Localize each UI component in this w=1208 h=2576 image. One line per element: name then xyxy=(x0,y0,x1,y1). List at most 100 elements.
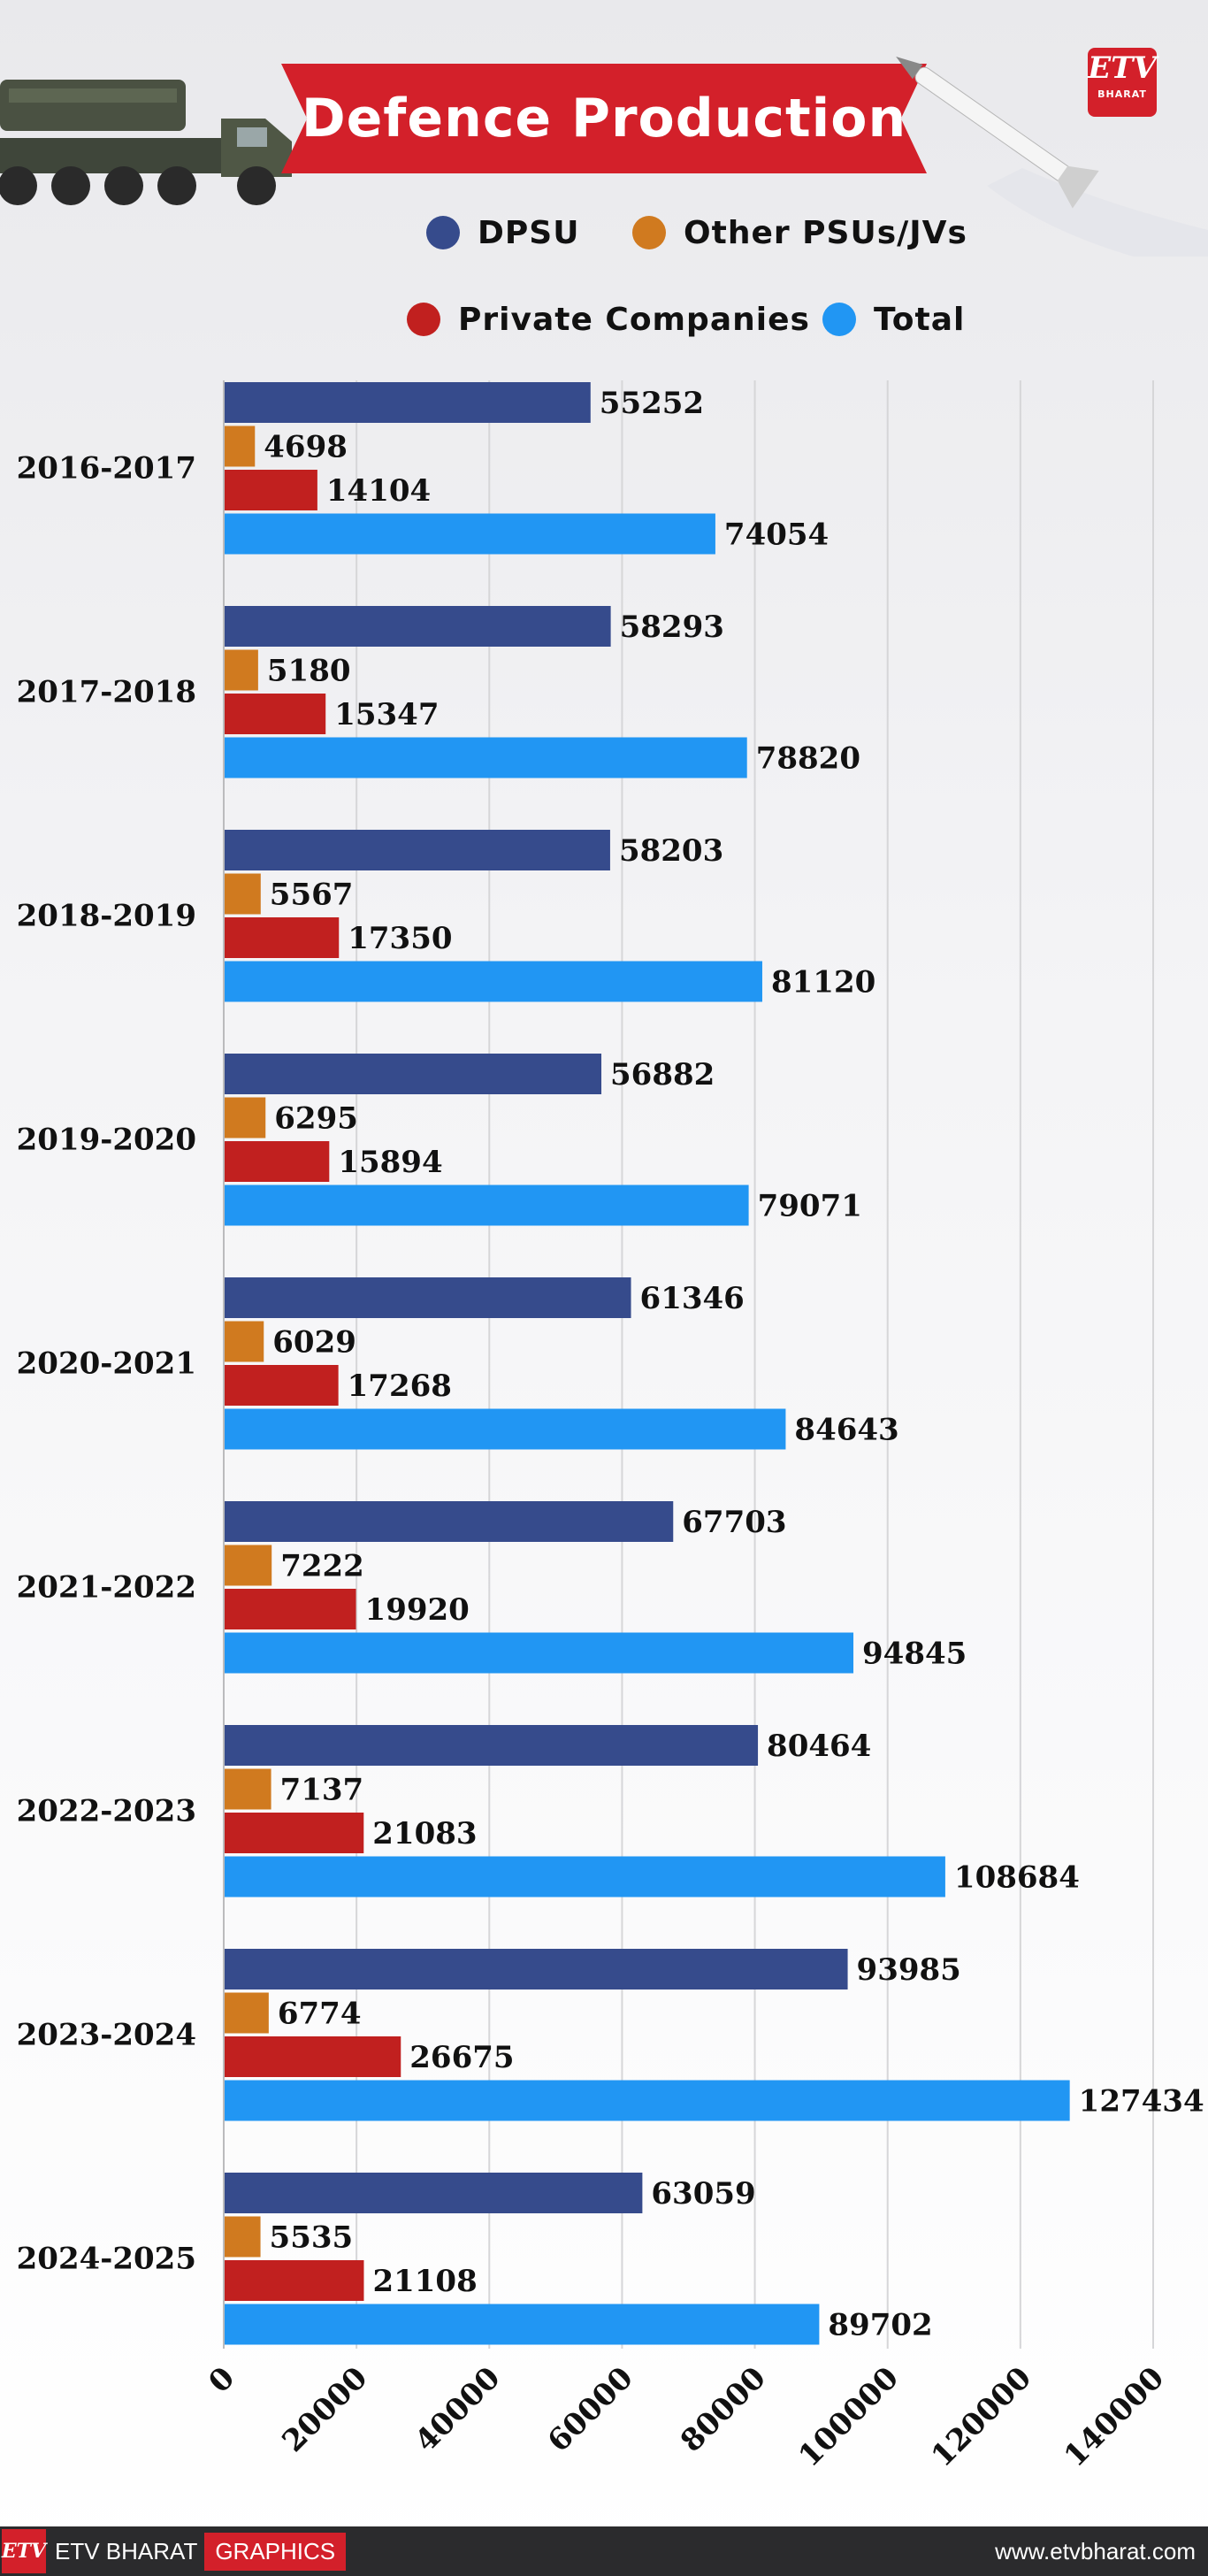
bar-total xyxy=(224,1184,749,1226)
bar-other-psus-jvs xyxy=(224,1768,271,1810)
data-label: 21108 xyxy=(372,2264,477,2299)
data-label: 4698 xyxy=(264,430,348,465)
bar-other-psus-jvs xyxy=(224,1097,266,1138)
data-label: 7222 xyxy=(280,1549,364,1584)
x-tick-label: 120000 xyxy=(925,2360,1039,2474)
bar-dpsu xyxy=(224,1501,674,1542)
x-tick-label: 20000 xyxy=(276,2360,375,2459)
x-tick-label: 0 xyxy=(202,2360,241,2400)
data-label: 84643 xyxy=(794,1413,898,1448)
footer-logo: ETV xyxy=(2,2529,46,2573)
data-label: 127434 xyxy=(1079,2084,1204,2120)
bar-other-psus-jvs xyxy=(224,426,256,467)
data-label: 55252 xyxy=(600,386,704,421)
legend-dot xyxy=(632,216,666,249)
data-label: 58293 xyxy=(620,610,724,645)
x-tick-label: 40000 xyxy=(409,2360,508,2459)
data-label: 15894 xyxy=(338,1145,442,1180)
data-label: 93985 xyxy=(857,1952,961,1988)
data-label: 63059 xyxy=(651,2176,755,2212)
bar-other-psus-jvs xyxy=(224,649,258,691)
missile-graphic xyxy=(896,56,1208,257)
bar-dpsu xyxy=(224,2173,643,2213)
data-label: 6774 xyxy=(278,1997,362,2032)
category-label: 2017-2018 xyxy=(17,674,196,709)
bar-private-companies xyxy=(224,470,317,510)
bar-private-companies xyxy=(224,694,326,734)
x-tick-label: 60000 xyxy=(541,2360,640,2459)
legend-item-private-companies: Private Companies xyxy=(407,297,810,341)
legend-label: Other PSUs/JVs xyxy=(684,214,967,251)
category-label: 2020-2021 xyxy=(17,1346,196,1381)
data-label: 80464 xyxy=(767,1729,871,1764)
bar-private-companies xyxy=(224,1365,339,1406)
bar-private-companies xyxy=(224,2036,401,2077)
bar-total xyxy=(224,513,715,555)
footer: ETV ETV BHARAT GRAPHICS www.etvbharat.co… xyxy=(0,2526,1208,2576)
bar-other-psus-jvs xyxy=(224,2216,261,2258)
bar-dpsu xyxy=(224,1277,631,1318)
data-label: 5180 xyxy=(267,654,351,689)
bar-private-companies xyxy=(224,917,340,958)
bar-total xyxy=(224,961,762,1002)
data-label: 21083 xyxy=(372,1816,477,1852)
legend-dot xyxy=(426,216,460,249)
legend-item-total: Total xyxy=(822,297,965,341)
etv-bharat-logo: ETV BHARAT xyxy=(1088,48,1157,117)
legend-label: DPSU xyxy=(478,214,580,251)
chart-title: Defence Production xyxy=(301,88,907,150)
bar-dpsu xyxy=(224,1725,759,1766)
data-label: 5535 xyxy=(270,2220,354,2256)
bar-private-companies xyxy=(224,1813,364,1853)
data-label: 17268 xyxy=(348,1368,452,1404)
legend-label: Private Companies xyxy=(458,301,810,338)
data-label: 19920 xyxy=(365,1592,470,1628)
legend-dot xyxy=(407,303,440,336)
bar-private-companies xyxy=(224,1141,330,1182)
data-label: 58203 xyxy=(619,833,723,869)
category-label: 2022-2023 xyxy=(17,1793,196,1828)
footer-url[interactable]: www.etvbharat.com xyxy=(995,2537,1196,2564)
bar-dpsu xyxy=(224,1054,602,1094)
data-label: 17350 xyxy=(348,921,452,956)
data-label: 94845 xyxy=(862,1637,967,1672)
bar-total xyxy=(224,1632,854,1674)
data-label: 15347 xyxy=(334,697,439,732)
bar-other-psus-jvs xyxy=(224,1321,264,1362)
bar-other-psus-jvs xyxy=(224,873,261,915)
legend-dot xyxy=(822,303,856,336)
title-banner: Defence Production xyxy=(281,64,927,173)
legend-item-dpsu: DPSU xyxy=(426,211,579,255)
data-label: 14104 xyxy=(326,473,431,509)
bar-total xyxy=(224,2080,1070,2121)
category-label: 2019-2020 xyxy=(17,1122,196,1157)
data-label: 78820 xyxy=(756,741,860,777)
data-label: 26675 xyxy=(409,2040,514,2075)
bar-dpsu xyxy=(224,1949,848,1990)
category-label: 2021-2022 xyxy=(17,1569,196,1605)
bar-total xyxy=(224,737,747,778)
bar-private-companies xyxy=(224,2260,364,2301)
data-label: 61346 xyxy=(640,1281,745,1316)
category-label: 2016-2017 xyxy=(17,450,196,486)
data-label: 6295 xyxy=(274,1101,358,1137)
x-tick-label: 100000 xyxy=(791,2360,906,2474)
data-label: 74054 xyxy=(724,518,829,553)
legend-item-other-psus: Other PSUs/JVs xyxy=(632,211,967,255)
bar-dpsu xyxy=(224,830,610,870)
data-label: 89702 xyxy=(828,2308,932,2343)
bar-other-psus-jvs xyxy=(224,1545,272,1586)
vehicle-graphic xyxy=(0,80,292,205)
data-label: 56882 xyxy=(610,1057,715,1092)
data-label: 79071 xyxy=(758,1189,862,1224)
data-label: 6029 xyxy=(272,1325,356,1361)
data-label: 67703 xyxy=(682,1505,786,1540)
bar-chart: 2016-2017 55252 4698 14104 74054 2017-2018 582… xyxy=(17,380,1204,2474)
bar-dpsu xyxy=(224,382,591,423)
legend-label: Total xyxy=(874,301,966,338)
x-tick-label: 80000 xyxy=(674,2360,773,2459)
bar-private-companies xyxy=(224,1589,356,1629)
data-label: 81120 xyxy=(771,965,875,1000)
x-tick-label: 140000 xyxy=(1058,2360,1172,2474)
bar-total xyxy=(224,1408,786,1450)
